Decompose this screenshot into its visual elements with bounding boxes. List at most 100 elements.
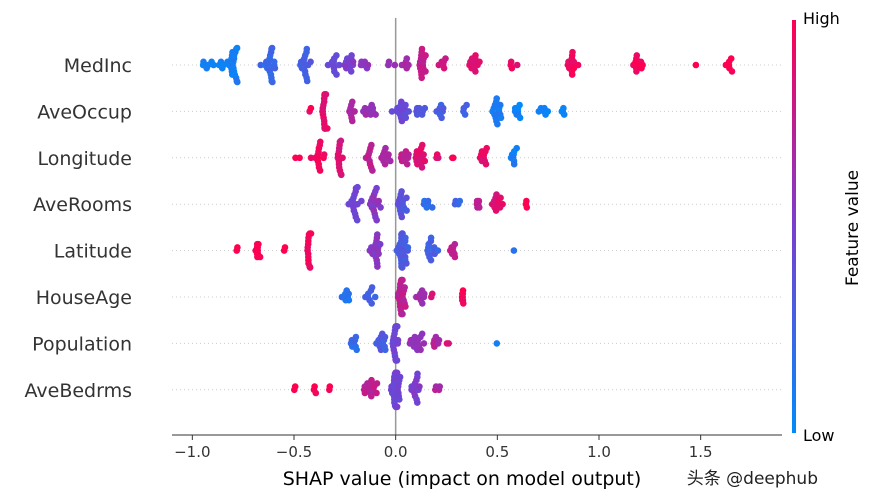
shap-point: [345, 290, 353, 298]
shap-point: [544, 108, 552, 115]
shap-point: [210, 61, 217, 69]
shap-point: [388, 108, 396, 115]
shap-point: [459, 287, 467, 294]
shap-point: [482, 160, 490, 168]
shap-point: [427, 256, 435, 264]
shap-point: [439, 104, 447, 112]
shap-point: [476, 204, 483, 211]
shap-point: [516, 101, 523, 109]
shap-point: [368, 284, 376, 291]
shap-point: [374, 263, 381, 270]
shap-point: [508, 64, 516, 72]
shap-point: [402, 234, 409, 242]
shap-point: [351, 108, 358, 115]
shap-point: [633, 68, 640, 75]
shap-point: [493, 95, 501, 102]
shap-point: [255, 240, 262, 248]
shap-point: [270, 58, 278, 66]
feature-label-latitude: Latitude: [54, 241, 132, 263]
shap-point: [307, 58, 314, 66]
shap-point: [435, 336, 443, 344]
shap-point: [435, 154, 442, 162]
x-tick-label: −0.5: [276, 443, 312, 461]
shap-point: [510, 160, 518, 168]
shap-point: [574, 61, 582, 69]
shap-point: [374, 231, 381, 238]
shap-point: [402, 303, 409, 310]
shap-point: [418, 164, 426, 171]
shap-point: [307, 104, 315, 112]
shap-point: [507, 58, 515, 66]
shap-point: [352, 333, 360, 341]
x-tick-label: 1.5: [689, 443, 713, 461]
shap-point: [399, 276, 406, 284]
shap-point: [339, 154, 346, 162]
shap-point: [387, 157, 394, 165]
shap-point: [233, 44, 241, 52]
x-tick-label: 0.0: [384, 443, 408, 461]
shap-point: [391, 61, 399, 69]
shap-point: [382, 144, 389, 152]
shap-point: [460, 300, 467, 307]
shap-point: [419, 141, 426, 149]
shap-point: [303, 45, 311, 53]
shap-point: [727, 55, 735, 62]
shap-point: [364, 61, 372, 69]
shap-point: [268, 44, 276, 52]
shap-point: [513, 61, 521, 69]
shap-point: [429, 204, 436, 211]
shap-point: [375, 197, 383, 205]
shap-point: [368, 300, 376, 307]
shap-point: [398, 213, 406, 221]
shap-point: [569, 48, 576, 56]
shap-point: [337, 137, 345, 145]
feature-labels: MedInc AveOccup Longitude AveRooms Latitude H…: [25, 55, 133, 402]
shap-point: [385, 151, 392, 158]
shap-point: [475, 197, 483, 205]
shap-point: [461, 111, 469, 118]
shap-point: [414, 370, 421, 378]
shap-point: [311, 383, 318, 390]
shap-point: [497, 194, 504, 202]
shap-point: [338, 171, 345, 179]
colorbar: [792, 20, 796, 433]
shap-point: [692, 61, 700, 69]
shap-point: [442, 55, 449, 62]
shap-point: [420, 151, 427, 158]
shap-point: [440, 64, 448, 72]
shap-point: [416, 383, 423, 390]
shap-point: [322, 91, 330, 98]
shap-point: [456, 197, 464, 205]
feature-label-medinc: MedInc: [64, 55, 132, 77]
colorbar-title: Feature value: [843, 170, 863, 286]
shap-point: [316, 167, 324, 174]
shap-point: [523, 204, 531, 211]
shap-point: [472, 68, 479, 75]
shap-point: [560, 111, 568, 118]
shap-point: [369, 104, 377, 112]
shap-point: [358, 197, 365, 205]
shap-point: [451, 253, 459, 261]
shap-point: [421, 104, 429, 112]
shap-point: [427, 234, 435, 242]
shap-point: [393, 403, 401, 411]
shap-point: [385, 58, 393, 66]
shap-point: [393, 357, 401, 364]
shap-point: [421, 157, 429, 165]
shap-point: [405, 108, 413, 115]
shap-point: [494, 120, 501, 128]
shap-point: [422, 52, 429, 59]
shap-point: [326, 383, 334, 390]
shap-point: [405, 61, 412, 69]
shap-point: [414, 399, 421, 406]
shap-point: [497, 101, 504, 109]
feature-label-avebedrms: AveBedrms: [25, 380, 133, 402]
shap-point: [353, 216, 361, 224]
shap-point: [369, 167, 376, 174]
shap-point: [445, 340, 453, 347]
shap-point: [396, 396, 403, 403]
shap-point: [402, 101, 409, 109]
shap-point: [269, 78, 276, 86]
shap-point: [396, 373, 404, 381]
shap-point: [373, 389, 380, 397]
